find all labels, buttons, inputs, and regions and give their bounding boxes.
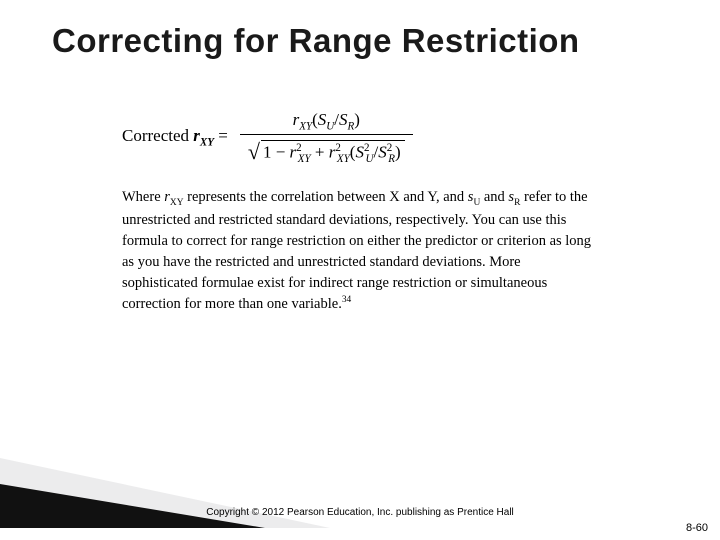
den-minus: − bbox=[271, 142, 289, 161]
body-seg2: and bbox=[480, 189, 508, 205]
num-close: ) bbox=[354, 110, 360, 129]
body-lead: Where bbox=[122, 189, 164, 205]
den-r3-sub: XY bbox=[337, 153, 350, 165]
den-Sb-sup: 2 bbox=[387, 142, 393, 154]
slide: Correcting for Range Restriction Correct… bbox=[0, 0, 720, 540]
body-seg1: represents the correlation between X and… bbox=[184, 189, 468, 205]
den-Sb: S bbox=[378, 142, 387, 161]
sqrt-icon: √ bbox=[248, 139, 260, 165]
page-number: 8-60 bbox=[686, 522, 708, 534]
fraction: rXY(SU/SR) √ 1 − r2XY + r2XY(S2U/S2R) bbox=[240, 110, 413, 165]
den-r2-sup: 2 bbox=[296, 142, 302, 154]
lhs-r: r bbox=[193, 126, 200, 145]
body-paragraph: Where rXY represents the correlation bet… bbox=[122, 187, 598, 316]
den-plus: + bbox=[311, 142, 329, 161]
num-S2: S bbox=[339, 110, 348, 129]
den-Sb-sub: R bbox=[388, 153, 395, 165]
footnote-marker: 34 bbox=[342, 296, 351, 306]
formula-label: Corrected rXY = bbox=[122, 126, 228, 148]
lhs-sub: XY bbox=[200, 137, 214, 149]
slide-title: Correcting for Range Restriction bbox=[0, 0, 720, 60]
equals: = bbox=[214, 126, 228, 145]
den-r3-sup: 2 bbox=[335, 142, 341, 154]
copyright-text: Copyright © 2012 Pearson Education, Inc.… bbox=[0, 507, 720, 518]
wedge-inner bbox=[0, 484, 265, 528]
den-Sa-sup: 2 bbox=[364, 142, 370, 154]
den-r2-sub: XY bbox=[298, 153, 311, 165]
body-r-sub: XY bbox=[170, 198, 184, 208]
numerator: rXY(SU/SR) bbox=[273, 110, 380, 134]
formula: Corrected rXY = rXY(SU/SR) √ 1 − r2XY + … bbox=[122, 110, 720, 165]
num-S1: S bbox=[318, 110, 327, 129]
sqrt-body: 1 − r2XY + r2XY(S2U/S2R) bbox=[261, 140, 405, 165]
num-r-sub: XY bbox=[299, 120, 312, 132]
den-Sa: S bbox=[355, 142, 364, 161]
den-close: ) bbox=[395, 142, 401, 161]
denominator: √ 1 − r2XY + r2XY(S2U/S2R) bbox=[240, 135, 413, 164]
label-prefix: Corrected bbox=[122, 126, 193, 145]
body-seg3: refer to the unrestricted and restricted… bbox=[122, 189, 591, 313]
